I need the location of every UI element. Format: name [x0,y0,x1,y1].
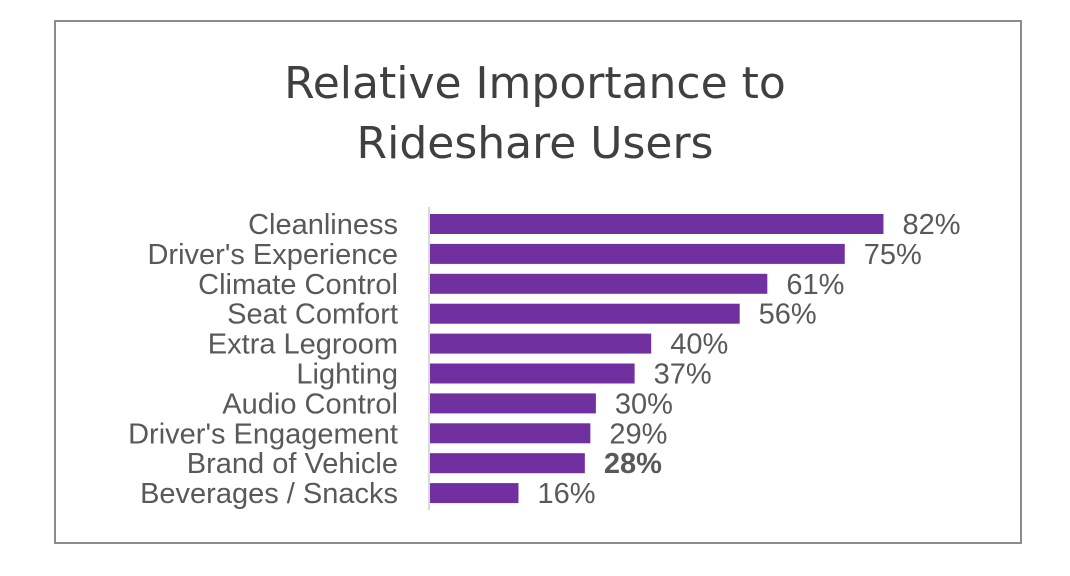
category-label: Audio Control [222,388,398,420]
data-label: 61% [786,269,844,301]
chart-title-line-1: Relative Importance to [284,58,786,109]
data-label: 28% [604,448,662,480]
bar [430,273,768,294]
data-label: 30% [615,388,673,420]
bar [430,303,740,324]
plot-area: Cleanliness 82% Driver's Experience 75% Clim… [128,207,961,510]
data-label: 75% [864,239,922,271]
data-label: 37% [654,359,712,391]
data-label: 16% [537,478,595,510]
chart-title-line-2: Rideshare Users [356,118,714,169]
data-label: 29% [609,418,667,450]
category-label: Cleanliness [248,209,398,241]
category-label: Seat Comfort [227,299,398,331]
category-label: Brand of Vehicle [187,448,398,480]
data-label: 56% [759,299,817,331]
bar [430,453,585,474]
bar [430,393,596,414]
category-label: Extra Legroom [208,329,398,361]
category-label: Climate Control [198,269,398,301]
category-label: Beverages / Snacks [140,478,398,510]
data-label: 82% [902,209,960,241]
bar [430,483,519,504]
data-label: 40% [670,329,728,361]
bar [430,363,635,384]
bar [430,423,591,444]
category-label: Lighting [296,359,398,391]
category-label: Driver's Experience [147,239,398,271]
bar [430,333,652,354]
bar [430,243,845,264]
bar [430,214,884,234]
category-label: Driver's Engagement [128,418,398,450]
chart-title: Relative Importance to Rideshare Users [0,54,1070,174]
